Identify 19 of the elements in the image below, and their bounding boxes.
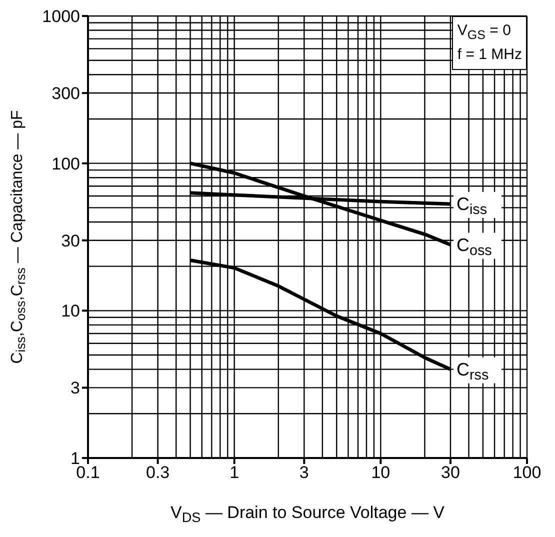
x-axis-title: V$_{DS}$ — Drain to Source Voltage — V: [170, 503, 446, 524]
y-tick-label: 10: [61, 302, 80, 321]
y-tick-label: 3: [70, 378, 80, 398]
x-tick-label: 0.3: [146, 463, 170, 482]
y-tick-label: 300: [52, 84, 80, 104]
x-tick-label: 10: [371, 463, 390, 482]
y-tick-label: 1000: [42, 7, 80, 26]
y-tick-label: 100: [52, 154, 80, 174]
x-tick-label: 3: [299, 463, 309, 482]
x-tick-label: 30: [441, 463, 460, 482]
x-tick-label: 0.1: [76, 463, 100, 482]
series-label: C$_{oss}$: [456, 234, 492, 258]
x-tick-label: 100: [512, 463, 542, 482]
series-label: C$_{iss}$: [456, 194, 488, 218]
annotation: V$_{GS}$ = 0: [457, 21, 512, 44]
x-tick-label: 1: [230, 463, 240, 482]
annotation: f = 1 MHz: [457, 45, 522, 65]
y-tick-label: 30: [61, 231, 80, 250]
series-label: C$_{rss}$: [456, 359, 489, 383]
